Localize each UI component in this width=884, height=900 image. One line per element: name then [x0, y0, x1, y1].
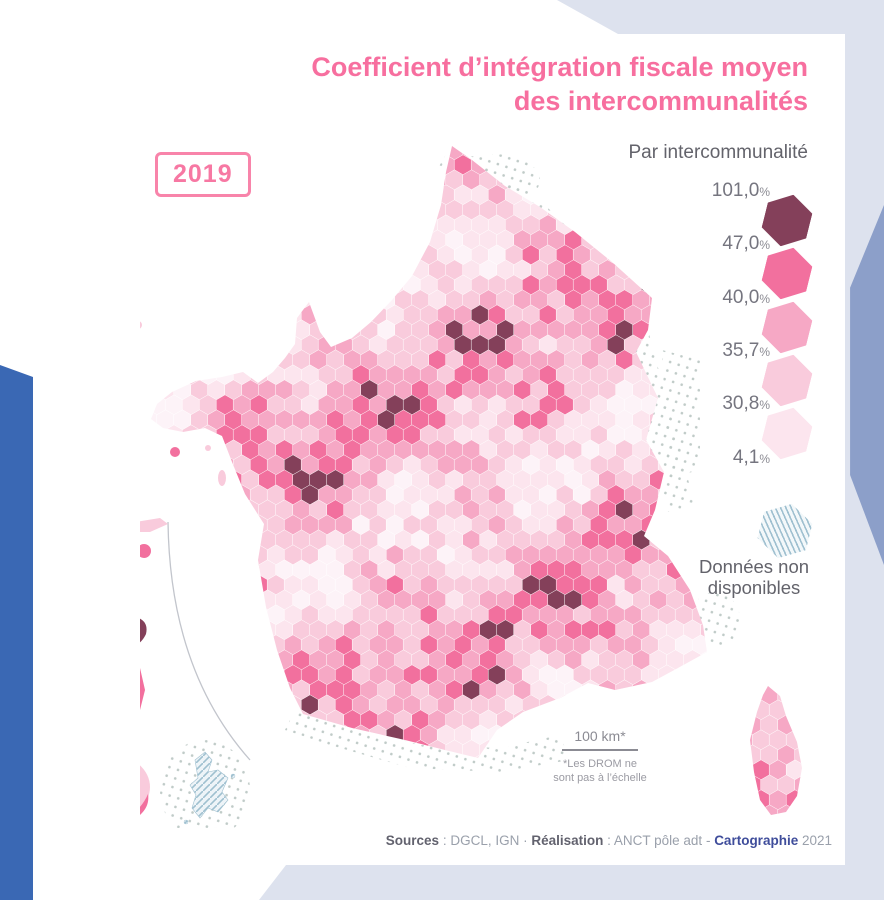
drom-reunion: [140, 765, 150, 815]
coastal-islands: [140, 321, 226, 486]
corsica-mosaic: [750, 686, 802, 815]
drom-guyane: [140, 668, 145, 710]
drom-martinique: [140, 618, 147, 643]
title-line1: Coefficient d’intégration fiscale moyen: [311, 52, 808, 82]
legend-value: 35,7%: [722, 340, 770, 361]
background-bottom-strip: [259, 865, 884, 900]
drom-guadeloupe: [140, 518, 168, 558]
sources-line: Sources : DGCL, IGN · Réalisation : ANCT…: [385, 833, 832, 848]
scale-label: 100 km*: [574, 728, 626, 744]
legend-value: 30,8%: [722, 393, 770, 414]
france-choropleth-map: [140, 146, 802, 828]
legend-value: 47,0%: [722, 233, 770, 254]
metropolitan-france-mosaic: [151, 146, 707, 758]
subtitle: Par intercommunalité: [628, 142, 808, 163]
year-label: 2019: [173, 160, 233, 188]
decorative-blue-left-frame: [0, 365, 33, 900]
title-line2: des intercommunalités: [513, 86, 808, 116]
year-badge: 2019: [155, 152, 251, 197]
legend-value: 40,0%: [722, 287, 770, 308]
drom-mayotte-no-data: [183, 751, 236, 825]
scale-note: *Les DROM ne sont pas à l’échelle: [553, 758, 647, 784]
cartographie-credit: Cartographie: [714, 833, 799, 848]
legend-value: 101,0%: [711, 180, 770, 201]
legend-value: 4,1%: [732, 447, 770, 468]
no-data-label: Données non disponibles: [698, 556, 810, 598]
decorative-arc: [167, 521, 251, 761]
scale-bar: 100 km* *Les DROM ne sont pas à l’échelle: [540, 728, 660, 785]
scale-line: [562, 749, 638, 751]
page-title: Coefficient d’intégration fiscale moyen …: [311, 50, 808, 118]
